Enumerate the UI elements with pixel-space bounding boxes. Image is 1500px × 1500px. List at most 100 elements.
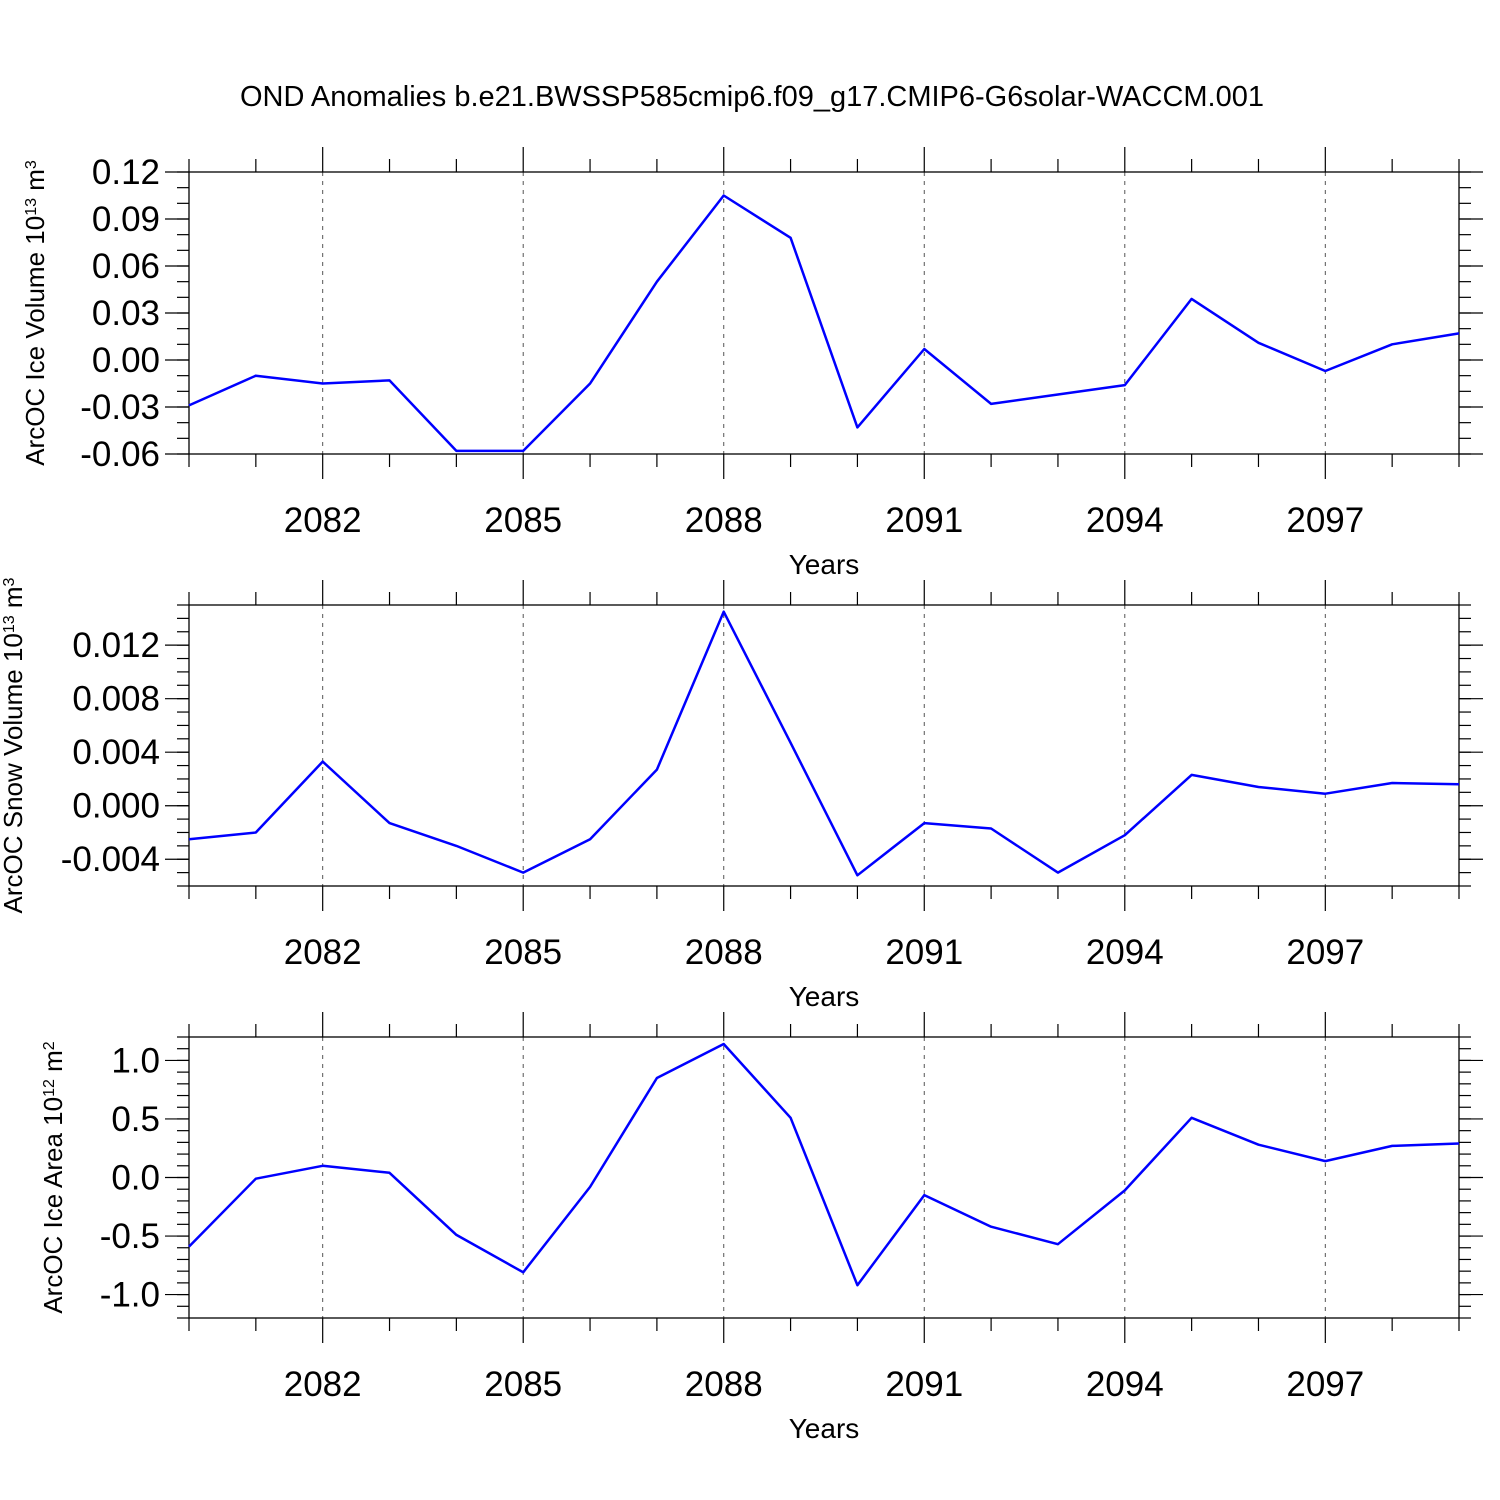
data-point [588,1185,592,1189]
data-point [989,1225,993,1229]
data-point [1123,383,1127,387]
data-point [722,1042,726,1046]
series-line [188,610,1460,877]
x-tick-label: 2091 [885,933,963,972]
data-point [655,280,659,284]
panel-3: -1.0 -0.5 0.0 0.5 1.0 2082 2085 2088 2091 2094 209… [38,1012,1483,1444]
data-point [321,760,325,764]
data-point [1390,1144,1394,1148]
y-tick-label: 0.000 [72,787,160,826]
data-point [1190,297,1194,301]
x-tick-label: 2085 [484,501,562,540]
data-point [521,449,525,453]
data-point [454,844,458,848]
x-tick-label: 2088 [685,501,763,540]
x-axis-title: Years [789,549,860,580]
data-point [321,382,325,386]
data-point [1190,773,1194,777]
x-axis-title: Years [789,981,860,1012]
x-tick-label: 2085 [484,1365,562,1404]
data-point [1123,1188,1127,1192]
data-point [1390,781,1394,785]
data-point [1123,833,1127,837]
x-tick-label: 2088 [685,933,763,972]
data-point [922,821,926,825]
plot-frame [188,604,1460,887]
data-point [388,1171,392,1175]
x-tick-label: 2091 [885,501,963,540]
y-axis-title: ArcOC Ice Volume 1013 m3 [20,160,50,466]
data-point [655,768,659,772]
data-point [454,449,458,453]
y-tick-label: 0.03 [92,294,160,333]
data-point [187,403,191,407]
x-tick-label: 2094 [1086,933,1164,972]
data-point [521,1270,525,1274]
y-tick-label: -0.5 [100,1217,160,1256]
data-point [655,1076,659,1080]
data-point [388,821,392,825]
panel-2: -0.004 0.000 0.004 0.008 0.012 2082 2085 2088 20… [0,577,1483,1012]
plot-frame [188,1036,1460,1319]
data-point [1323,369,1327,373]
data-point [1457,1142,1461,1146]
x-tick-label: 2094 [1086,501,1164,540]
data-point [388,378,392,382]
data-point [187,837,191,841]
y-tick-label: 0.06 [92,247,160,286]
y-tick-label: 0.00 [92,341,160,380]
data-point [1256,1143,1260,1147]
data-point [254,830,258,834]
data-point [254,1177,258,1181]
x-tick-label: 2082 [284,501,362,540]
data-point [789,1116,793,1120]
data-point [1256,341,1260,345]
data-point [321,1164,325,1168]
figure-title: OND Anomalies b.e21.BWSSP585cmip6.f09_g1… [240,81,1264,113]
data-point [1457,331,1461,335]
data-point [789,741,793,745]
data-point [187,1245,191,1249]
data-point [989,826,993,830]
y-tick-label: 0.0 [111,1159,160,1198]
data-point [1056,392,1060,396]
x-tick-label: 2097 [1286,933,1364,972]
panels: -0.06 -0.03 0.00 0.03 0.06 0.09 0.12 2082 2085 20… [0,147,1483,1444]
y-tick-label: -1.0 [100,1276,160,1315]
data-point [855,873,859,877]
data-point [989,402,993,406]
panel-1: -0.06 -0.03 0.00 0.03 0.06 0.09 0.12 2082 2085 20… [20,147,1483,580]
series-line [188,1042,1460,1287]
y-tick-label: 0.09 [92,200,160,239]
x-tick-label: 2091 [885,1365,963,1404]
x-tick-label: 2082 [284,933,362,972]
data-point [855,425,859,429]
data-point [1056,871,1060,875]
data-point [1056,1242,1060,1246]
y-axis-title: ArcOC Snow Volume 1013 m3 [0,577,28,913]
y-tick-label: 0.012 [72,626,160,665]
x-axis-title: Years [789,1413,860,1444]
plot-frame [188,171,1460,455]
data-point [454,1233,458,1237]
data-point [722,194,726,198]
x-tick-label: 2097 [1286,1365,1364,1404]
y-axis-title: ArcOC Ice Area 1012 m2 [38,1041,68,1313]
x-tick-label: 2082 [284,1365,362,1404]
data-point [922,347,926,351]
y-tick-label: -0.004 [61,840,160,879]
y-tick-label: -0.03 [80,388,160,427]
x-tick-label: 2085 [484,933,562,972]
data-point [789,236,793,240]
y-tick-label: 0.008 [72,680,160,719]
y-tick-label: -0.06 [80,435,160,474]
data-point [1190,1116,1194,1120]
data-point [855,1283,859,1287]
y-tick-label: 1.0 [111,1041,160,1080]
data-point [1457,782,1461,786]
data-point [588,382,592,386]
x-tick-label: 2088 [685,1365,763,1404]
x-tick-label: 2094 [1086,1365,1164,1404]
x-tick-label: 2097 [1286,501,1364,540]
